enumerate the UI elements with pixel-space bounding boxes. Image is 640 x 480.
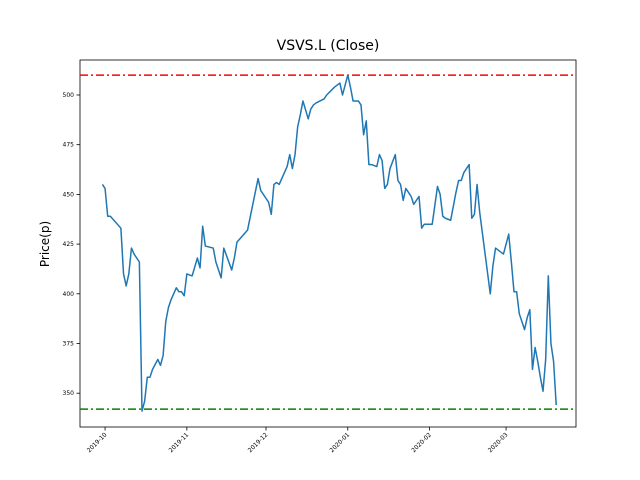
- y-tick-label: 500: [63, 92, 75, 99]
- y-tick-label: 450: [63, 191, 75, 198]
- x-tick-label: 2020-02: [410, 431, 433, 454]
- y-tick-label: 400: [63, 291, 75, 298]
- y-tick-label: 475: [63, 142, 75, 149]
- chart-title: VSVS.L (Close): [277, 38, 380, 54]
- x-tick-label: 2020-01: [329, 431, 352, 454]
- y-tick-label: 425: [63, 241, 75, 248]
- y-tick-label: 375: [63, 341, 75, 348]
- x-tick-label: 2019-12: [247, 431, 270, 454]
- x-tick-label: 2019-11: [168, 431, 191, 454]
- x-tick-label: 2020-03: [487, 431, 510, 454]
- price-line: [101, 74, 557, 412]
- x-tick-label: 2019-10: [86, 431, 109, 454]
- y-axis-label: Price(p): [38, 221, 52, 267]
- y-tick-label: 350: [63, 390, 75, 397]
- plot-frame: [79, 59, 577, 428]
